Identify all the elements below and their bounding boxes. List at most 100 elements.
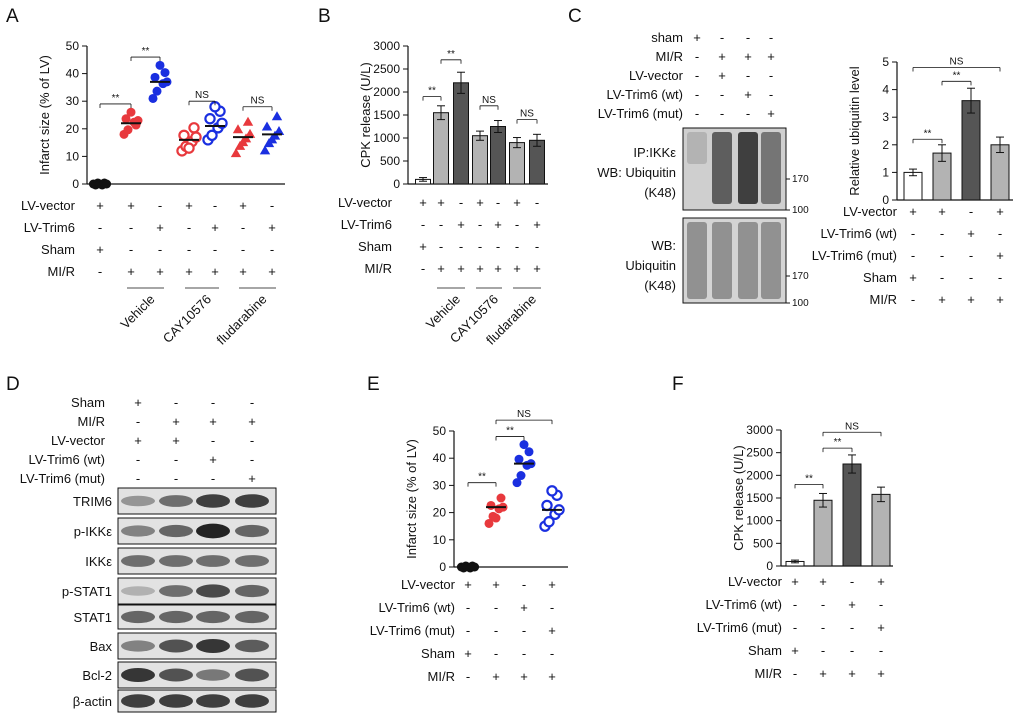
- panel-F-condition-mark: -: [821, 597, 825, 612]
- panel-A-data-point: [155, 60, 165, 70]
- panel-B-condition-mark: +: [513, 261, 521, 276]
- panel-F-condition-mark: +: [848, 597, 856, 612]
- panel-E-condition-mark: +: [548, 623, 556, 638]
- panel-D-band: [235, 524, 269, 538]
- panel-D-condition-label: LV-Trim6 (wt): [28, 452, 105, 467]
- panel-C-condition-label: LV-Trim6 (wt): [820, 226, 897, 241]
- panel-C-condition-mark: +: [996, 248, 1004, 263]
- panel-B-sig-label: **: [447, 49, 455, 60]
- panel-E-condition-label: Sham: [421, 646, 455, 661]
- panel-D-condition-label: MI/R: [78, 414, 105, 429]
- panel-D-condition-mark: -: [211, 395, 215, 410]
- panel-A-condition-mark: -: [213, 242, 217, 257]
- panel-F-condition-mark: +: [877, 666, 885, 681]
- panel-D-band: [196, 669, 230, 681]
- panel-C-blot-condition-mark: -: [769, 68, 773, 83]
- panel-E-condition-mark: +: [520, 600, 528, 615]
- panel-A-condition-mark: +: [185, 198, 193, 213]
- panel-C-blot-condition-mark: +: [767, 49, 775, 64]
- panel-E-condition-mark: -: [522, 646, 526, 661]
- panel-A-condition-mark: +: [239, 264, 247, 279]
- panel-E-condition-mark: +: [492, 577, 500, 592]
- panel-E-y-tick-label: 0: [439, 560, 446, 574]
- panel-C-blot-bottom-label: (K48): [644, 278, 676, 293]
- panel-A-condition-mark: -: [270, 198, 274, 213]
- panel-E-data-point: [484, 518, 494, 528]
- panel-E-data-point: [541, 499, 553, 512]
- panel-D-band-label: TRIM6: [73, 494, 112, 509]
- panel-D-condition-mark: -: [211, 433, 215, 448]
- panel-B-y-tick-label: 1000: [373, 131, 400, 145]
- panel-C-condition-mark: -: [969, 248, 973, 263]
- panel-B-y-tick-label: 500: [380, 154, 400, 168]
- panel-A-condition-mark: -: [241, 220, 245, 235]
- panel-D-condition-mark: +: [172, 414, 180, 429]
- panel-D-band: [196, 555, 230, 567]
- panel-C-condition-mark: -: [969, 204, 973, 219]
- panel-A-data-point: [266, 134, 278, 144]
- panel-C-condition-label: MI/R: [870, 292, 897, 307]
- panel-C-mw-marker: 170: [792, 271, 809, 282]
- panel-B-condition-mark: +: [533, 217, 541, 232]
- panel-A-data-point: [232, 124, 244, 134]
- panel-A-y-tick-label: 50: [66, 39, 80, 53]
- panel-F-condition-mark: +: [819, 574, 827, 589]
- panel-A-condition-mark: +: [96, 242, 104, 257]
- panel-F-condition-label: MI/R: [755, 666, 782, 681]
- panel-D-condition-mark: -: [136, 452, 140, 467]
- panel-B-condition-label: MI/R: [365, 261, 392, 276]
- panel-A-data-point: [273, 126, 285, 136]
- panel-E-y-tick-label: 50: [433, 424, 447, 438]
- panel-C-sig-label: **: [924, 128, 932, 139]
- panel-A-data-point: [148, 93, 158, 103]
- panel-D-band-label: Bcl-2: [82, 668, 112, 683]
- panel-C-blot-condition-mark: +: [767, 106, 775, 121]
- panel-C-label: C: [568, 6, 582, 27]
- panel-E-sig-label: **: [506, 425, 514, 436]
- panel-C-mw-marker: 100: [792, 298, 809, 309]
- panel-E-condition-mark: +: [548, 669, 556, 684]
- panel-C-blot-condition-label: LV-Trim6 (mut): [598, 106, 683, 121]
- panel-C-blot-condition-mark: +: [744, 49, 752, 64]
- panel-B-condition-mark: -: [421, 217, 425, 232]
- panel-E-data-point: [546, 485, 558, 497]
- panel-D-condition-mark: -: [211, 471, 215, 486]
- panel-D-band: [235, 668, 269, 682]
- panel-D-band: [159, 610, 193, 624]
- panel-D-band: [196, 584, 230, 598]
- panel-D-condition-label: Sham: [71, 395, 105, 410]
- panel-C-condition-mark: +: [938, 292, 946, 307]
- panel-F-condition-label: LV-vector: [728, 574, 783, 589]
- panel-A-treatment-label: fludarabine: [214, 292, 270, 348]
- panel-C-blot-condition-mark: +: [744, 87, 752, 102]
- panel-F-condition-mark: +: [877, 574, 885, 589]
- panel-A-y-tick-label: 0: [72, 177, 79, 191]
- panel-D-condition-mark: -: [250, 452, 254, 467]
- panel-C-condition-mark: -: [911, 226, 915, 241]
- panel-E-data-point: [519, 440, 529, 450]
- panel-B-y-tick-label: 3000: [373, 39, 400, 53]
- panel-D-band: [159, 694, 193, 708]
- panel-F-condition-mark: -: [821, 620, 825, 635]
- panel-A-condition-mark: -: [158, 198, 162, 213]
- panel-D-band: [121, 555, 155, 567]
- panel-B-condition-mark: -: [515, 217, 519, 232]
- panel-A-data-point: [150, 72, 160, 82]
- panel-F-y-tick-label: 0: [766, 559, 773, 573]
- panel-B-condition-mark: -: [478, 239, 482, 254]
- panel-E-data-point: [516, 471, 526, 481]
- panel-B-condition-mark: +: [457, 217, 465, 232]
- panel-B-condition-label: LV-Trim6: [341, 217, 392, 232]
- panel-A-data-point: [123, 125, 133, 135]
- panel-B-condition-mark: -: [535, 195, 539, 210]
- panel-E-data-point: [496, 493, 506, 503]
- panel-F-y-tick-label: 1500: [746, 491, 773, 505]
- panel-D-condition-mark: -: [174, 452, 178, 467]
- panel-D-band-label: STAT1: [73, 610, 112, 625]
- panel-B-condition-mark: +: [476, 261, 484, 276]
- panel-C-blot-condition-label: MI/R: [656, 49, 683, 64]
- panel-E-y-axis-label: Infarct size (% of LV): [404, 439, 419, 559]
- panel-E-condition-label: LV-Trim6 (wt): [378, 600, 455, 615]
- panel-D-band: [159, 585, 193, 597]
- panel-D-band: [159, 668, 193, 682]
